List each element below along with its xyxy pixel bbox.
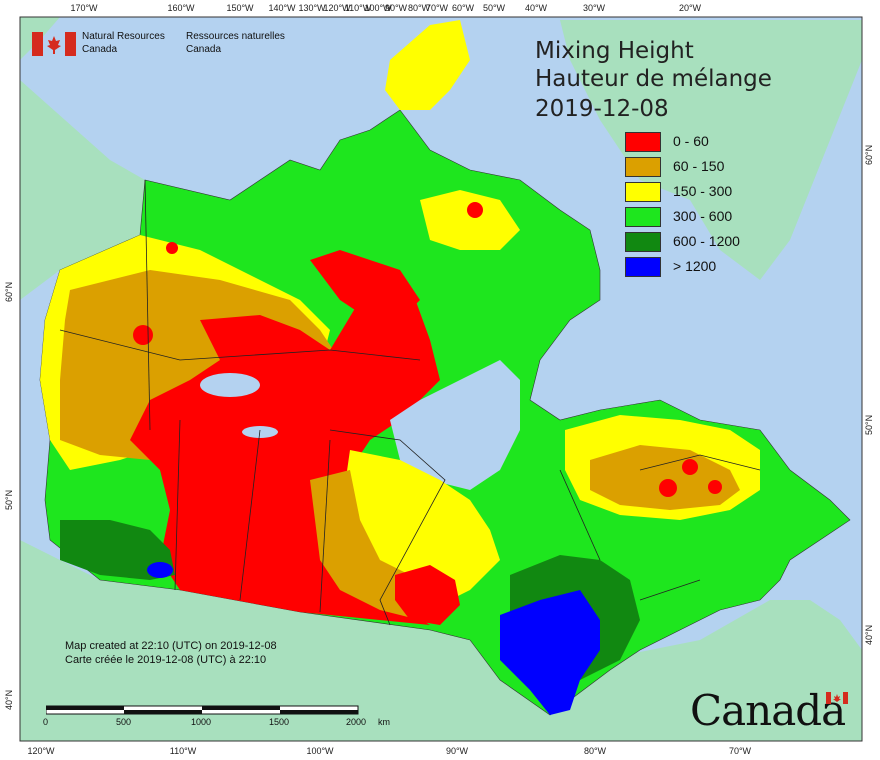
scale-tick-1: 500 xyxy=(116,717,132,727)
legend-swatch xyxy=(625,132,661,152)
legend-item: 150 - 300 xyxy=(625,182,765,202)
legend-swatch xyxy=(625,207,661,227)
grat-top-3: 140°W xyxy=(268,3,296,13)
grat-left-0: 60°N xyxy=(4,282,14,302)
map-title-fr: Hauteur de mélange xyxy=(535,66,772,92)
grat-bottom-1: 110°W xyxy=(170,746,197,756)
zone-red-baffin xyxy=(467,202,483,218)
grat-top-7: 100°W xyxy=(364,3,392,13)
grat-top-5: 120°W xyxy=(323,3,351,13)
zone-blue-bc xyxy=(147,562,173,578)
grat-top-14: 30°W xyxy=(583,3,606,13)
legend-label: 600 - 1200 xyxy=(673,233,740,249)
zone-blue-ontario xyxy=(500,590,600,715)
agency-name-fr-2: Canada xyxy=(186,44,222,55)
legend-label: 60 - 150 xyxy=(673,158,725,174)
zone-red-nwt xyxy=(133,325,153,345)
grat-top-4: 130°W xyxy=(298,3,326,13)
grat-top-13: 40°W xyxy=(525,3,548,13)
wordmark-text: Canada xyxy=(690,686,846,735)
map-title-en: Mixing Height xyxy=(535,38,694,64)
grat-bottom-3: 90°W xyxy=(446,746,469,756)
grat-top-10: 70°W xyxy=(426,3,449,13)
zone-red-north xyxy=(310,250,420,320)
graticule-right: 60°N 50°N 40°N xyxy=(864,145,874,645)
zone-red-quebec-3 xyxy=(708,480,722,494)
legend-swatch xyxy=(625,157,661,177)
legend-item: > 1200 xyxy=(625,257,765,277)
grat-top-0: 170°W xyxy=(70,3,98,13)
legend-swatch xyxy=(625,182,661,202)
legend-label: 0 - 60 xyxy=(673,133,709,149)
grat-left-2: 40°N xyxy=(4,690,14,710)
credit-line-fr: Carte créée le 2019-12-08 (UTC) à 22:10 xyxy=(65,654,267,666)
grat-top-1: 160°W xyxy=(167,3,195,13)
grat-top-2: 150°W xyxy=(226,3,254,13)
grat-bottom-5: 70°W xyxy=(729,746,752,756)
canada-wordmark: Canada xyxy=(690,686,846,735)
scale-tick-3: 1500 xyxy=(269,717,290,727)
zone-red-prairies xyxy=(130,270,440,625)
scale-tick-2: 1000 xyxy=(191,717,212,727)
scale-bar-graphic xyxy=(46,705,359,715)
grat-top-6: 110°W xyxy=(345,3,372,13)
great-bear-lake xyxy=(200,373,260,397)
grat-top-12: 50°W xyxy=(483,3,506,13)
legend-label: 150 - 300 xyxy=(673,183,733,199)
grat-top-8: 90°W xyxy=(385,3,408,13)
legend-label: 300 - 600 xyxy=(673,208,733,224)
provincial-boundaries xyxy=(59,179,761,626)
grat-top-11: 60°W xyxy=(452,3,475,13)
credit-line-en: Map created at 22:10 (UTC) on 2019-12-08 xyxy=(65,640,277,652)
scale-bar: 0 500 1000 1500 2000 km xyxy=(40,702,400,732)
usa-land xyxy=(20,540,862,741)
grat-right-2: 40°N xyxy=(864,625,874,645)
agency-name-en-1: Natural Resources xyxy=(82,31,165,42)
zone-yellow-ellesmere xyxy=(385,20,470,110)
grat-top-9: 80°W xyxy=(408,3,431,13)
grat-top-15: 20°W xyxy=(679,3,702,13)
grat-bottom-2: 100°W xyxy=(306,746,334,756)
graticule-top: 170°W 160°W 150°W 140°W 130°W 120°W 110°… xyxy=(70,3,701,13)
grat-bottom-4: 80°W xyxy=(584,746,607,756)
map-border xyxy=(19,16,863,742)
graticule-left: 60°N 50°N 40°N xyxy=(4,282,14,710)
zone-red-quebec-2 xyxy=(682,459,698,475)
grat-right-0: 60°N xyxy=(864,145,874,165)
hudson-bay xyxy=(390,360,520,490)
grat-bottom-0: 120°W xyxy=(27,746,55,756)
grat-right-1: 50°N xyxy=(864,415,874,435)
greenland-land xyxy=(560,20,862,280)
map-date: 2019-12-08 xyxy=(535,96,669,122)
scale-tick-4: 2000 xyxy=(346,717,367,727)
legend-swatch xyxy=(625,257,661,277)
agency-name-en-2: Canada xyxy=(82,44,118,55)
zone-yellow-baffin xyxy=(420,190,520,250)
scale-tick-0: 0 xyxy=(43,717,49,727)
legend-item: 60 - 150 xyxy=(625,157,765,177)
scale-unit: km xyxy=(378,717,390,727)
map-credits: Map created at 22:10 (UTC) on 2019-12-08… xyxy=(65,639,277,667)
zone-red-ontario xyxy=(395,565,460,625)
zone-orange-quebec xyxy=(590,445,740,510)
grat-left-1: 50°N xyxy=(4,490,14,510)
legend-item: 600 - 1200 xyxy=(625,232,765,252)
zone-red-quebec-1 xyxy=(659,479,677,497)
agency-signature: Natural Resources Canada Ressources natu… xyxy=(32,31,322,61)
agency-name-fr-1: Ressources naturelles xyxy=(186,31,285,42)
alaska-land xyxy=(20,80,145,300)
wordmark-flag-icon xyxy=(826,692,848,704)
legend-item: 0 - 60 xyxy=(625,132,765,152)
canada-flag-icon xyxy=(32,32,76,56)
legend-item: 300 - 600 xyxy=(625,207,765,227)
zone-red-yukon xyxy=(166,242,178,254)
legend-label: > 1200 xyxy=(673,258,717,274)
zone-darkgreen-bc xyxy=(60,520,175,580)
graticule-bottom: 120°W 110°W 100°W 90°W 80°W 70°W xyxy=(27,746,751,756)
legend-swatch xyxy=(625,232,661,252)
